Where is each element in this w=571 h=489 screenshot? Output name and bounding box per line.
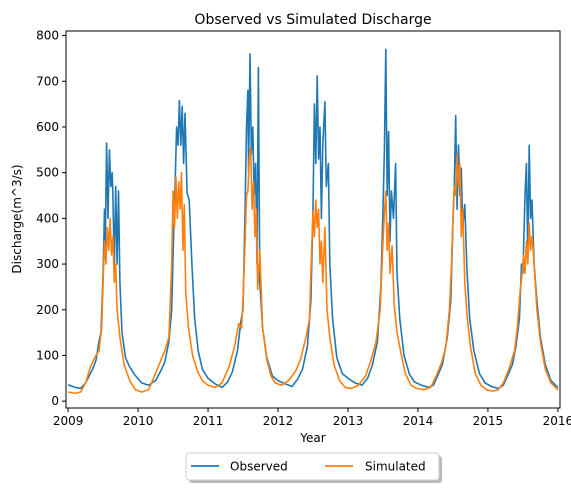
chart-title: Observed vs Simulated Discharge (194, 12, 431, 28)
legend-box (185, 452, 440, 481)
y-tick-label: 500 (36, 166, 59, 180)
x-tick-label: 2013 (333, 414, 364, 428)
legend-simulated-label: Simulated (365, 460, 426, 474)
y-tick-label: 200 (36, 303, 59, 317)
x-tick-label: 2012 (263, 414, 294, 428)
y-axis-label: Discharge(m^3/s) (10, 164, 24, 273)
x-tick-label: 2014 (403, 414, 434, 428)
y-tick-label: 800 (36, 29, 59, 43)
x-axis-label: Year (299, 431, 325, 445)
y-tick-label: 0 (51, 394, 59, 408)
y-tick-label: 400 (36, 211, 59, 225)
y-tick-label: 300 (36, 257, 59, 271)
x-tick-label: 2015 (473, 414, 504, 428)
x-tick-label: 2010 (123, 414, 154, 428)
series-line-observed (67, 48, 559, 390)
y-tick-label: 600 (36, 120, 59, 134)
x-tick-label: 2009 (53, 414, 84, 428)
x-axis-ticks: 2009 2010 2011 2012 2013 2014 2015 2016 (53, 408, 571, 428)
plot-area (67, 48, 559, 395)
series-line-simulated (67, 146, 559, 395)
y-axis-ticks: 0 100 200 300 400 500 600 700 800 (36, 29, 66, 408)
x-tick-label: 2011 (193, 414, 224, 428)
legend-observed-label: Observed (230, 460, 288, 474)
y-tick-label: 700 (36, 74, 59, 88)
series-layer (67, 48, 559, 395)
y-tick-label: 100 (36, 348, 59, 362)
legend: Observed Simulated (185, 452, 442, 483)
axes-frame (65, 30, 561, 409)
x-tick-label: 2016 (543, 414, 571, 428)
